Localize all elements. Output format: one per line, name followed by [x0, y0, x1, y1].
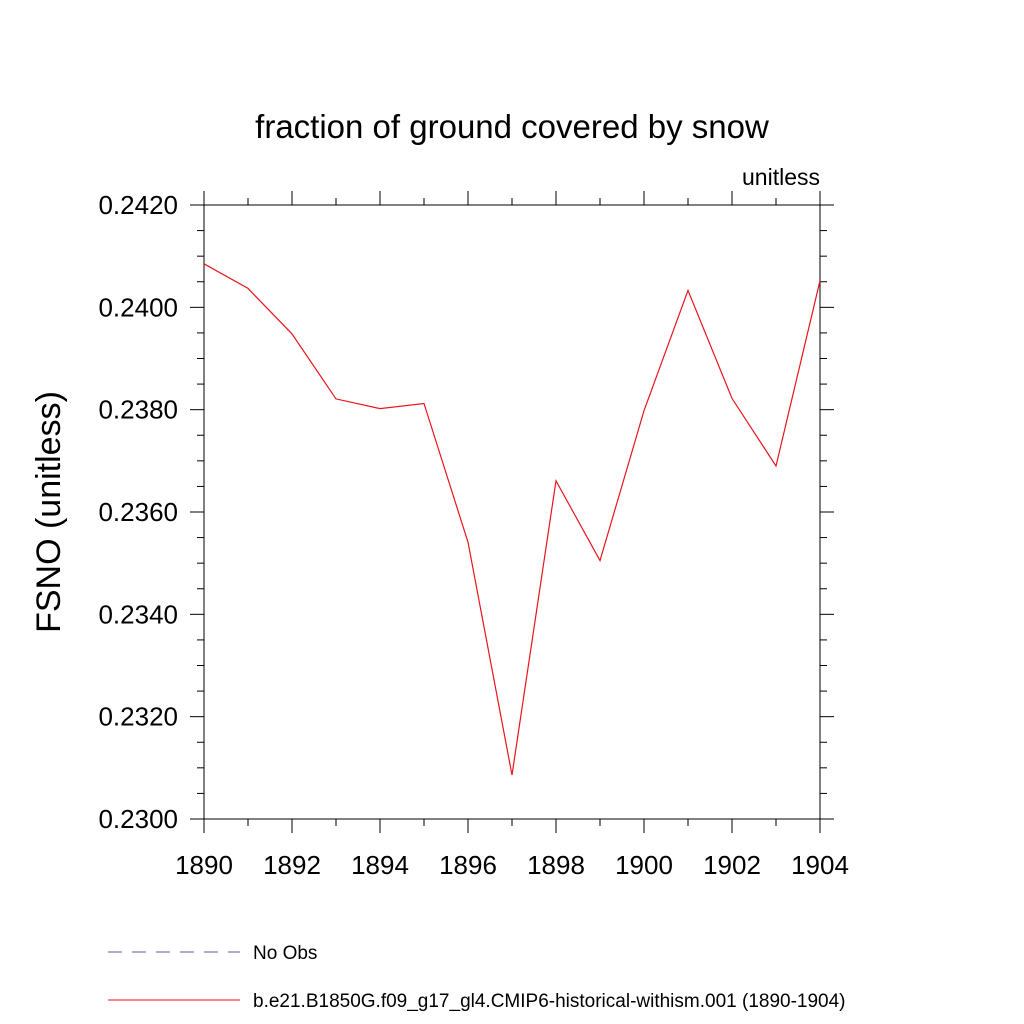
x-tick-label: 1892 [263, 850, 321, 880]
y-tick-label: 0.2420 [98, 190, 178, 220]
y-tick-label: 0.2300 [98, 804, 178, 834]
y-tick-label: 0.2340 [98, 599, 178, 629]
y-tick-label: 0.2360 [98, 497, 178, 527]
legend: No Obs b.e21.B1850G.f09_g17_gl4.CMIP6-his… [108, 943, 846, 1012]
legend-label: No Obs [253, 943, 317, 964]
y-axis-label: FSNO (unitless) [30, 391, 68, 633]
x-tick-label: 1904 [791, 850, 849, 880]
series-group [203, 263, 821, 776]
x-tick-label: 1900 [615, 850, 673, 880]
legend-label: b.e21.B1850G.f09_g17_gl4.CMIP6-historica… [253, 991, 846, 1012]
x-tick-label: 1890 [175, 850, 233, 880]
x-tick-label: 1898 [527, 850, 585, 880]
chart-title: fraction of ground covered by snow [255, 108, 769, 145]
plot-frame [203, 204, 821, 820]
y-tick-label: 0.2380 [98, 395, 178, 425]
plot-axes [203, 204, 821, 820]
axis-ticks: 1890 1892 1894 1896 1898 1900 1902 1904 0.2300 0.… [98, 190, 848, 880]
y-tick-label: 0.2320 [98, 702, 178, 732]
x-tick-label: 1896 [439, 850, 497, 880]
series-line [203, 263, 821, 776]
x-tick-label: 1894 [351, 850, 409, 880]
chart-unit-label: unitless [742, 164, 820, 190]
y-tick-label: 0.2400 [98, 292, 178, 322]
x-tick-label: 1902 [703, 850, 761, 880]
